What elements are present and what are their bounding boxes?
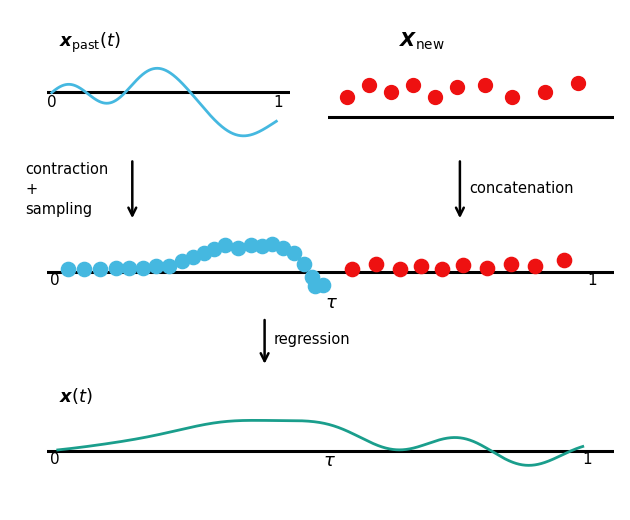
Point	[151, 262, 161, 270]
Point	[530, 262, 540, 270]
Point	[278, 243, 288, 252]
Text: 1: 1	[273, 95, 283, 110]
Point	[124, 264, 134, 272]
Point	[95, 265, 105, 274]
Point	[310, 282, 320, 291]
Point	[198, 249, 209, 257]
Point	[307, 273, 318, 281]
Point	[289, 249, 299, 257]
Point	[430, 93, 440, 101]
Point	[458, 261, 468, 269]
Point	[257, 242, 267, 251]
Point	[318, 281, 328, 289]
Point	[541, 88, 551, 97]
Point	[347, 265, 357, 274]
Point	[267, 240, 277, 248]
Point	[111, 264, 121, 272]
Point	[437, 265, 447, 274]
Point	[220, 241, 230, 249]
Point	[559, 256, 569, 264]
Point	[573, 79, 583, 87]
Point	[507, 93, 517, 101]
Text: 1: 1	[588, 272, 597, 288]
Text: contraction
+
sampling: contraction + sampling	[25, 162, 108, 217]
Point	[386, 88, 396, 97]
Text: $\tau$: $\tau$	[323, 451, 336, 470]
Text: $\boldsymbol{X}_{\mathrm{new}}$: $\boldsymbol{X}_{\mathrm{new}}$	[399, 31, 445, 53]
Point	[137, 264, 147, 272]
Point	[177, 257, 187, 265]
Point	[364, 81, 374, 89]
Point	[479, 81, 490, 89]
Point	[246, 241, 256, 249]
Point	[394, 265, 404, 274]
Text: regression: regression	[274, 332, 351, 346]
Text: $\boldsymbol{x}(t)$: $\boldsymbol{x}(t)$	[59, 386, 93, 406]
Point	[408, 81, 418, 89]
Text: $\tau$: $\tau$	[326, 294, 338, 313]
Point	[370, 259, 381, 268]
Text: 0: 0	[50, 272, 59, 288]
Point	[506, 259, 516, 268]
Text: 1: 1	[583, 451, 592, 466]
Point	[164, 262, 174, 270]
Text: 0: 0	[47, 95, 57, 110]
Point	[64, 265, 74, 274]
Point	[342, 93, 352, 101]
Point	[188, 253, 198, 261]
Point	[79, 265, 89, 274]
Point	[209, 245, 219, 253]
Point	[482, 264, 492, 272]
Point	[233, 243, 243, 252]
Point	[416, 262, 426, 270]
Text: 0: 0	[50, 451, 59, 466]
Text: concatenation: concatenation	[469, 181, 574, 196]
Text: $\boldsymbol{x}_{\mathrm{past}}(t)$: $\boldsymbol{x}_{\mathrm{past}}(t)$	[59, 31, 121, 55]
Point	[452, 83, 462, 92]
Point	[299, 259, 309, 268]
